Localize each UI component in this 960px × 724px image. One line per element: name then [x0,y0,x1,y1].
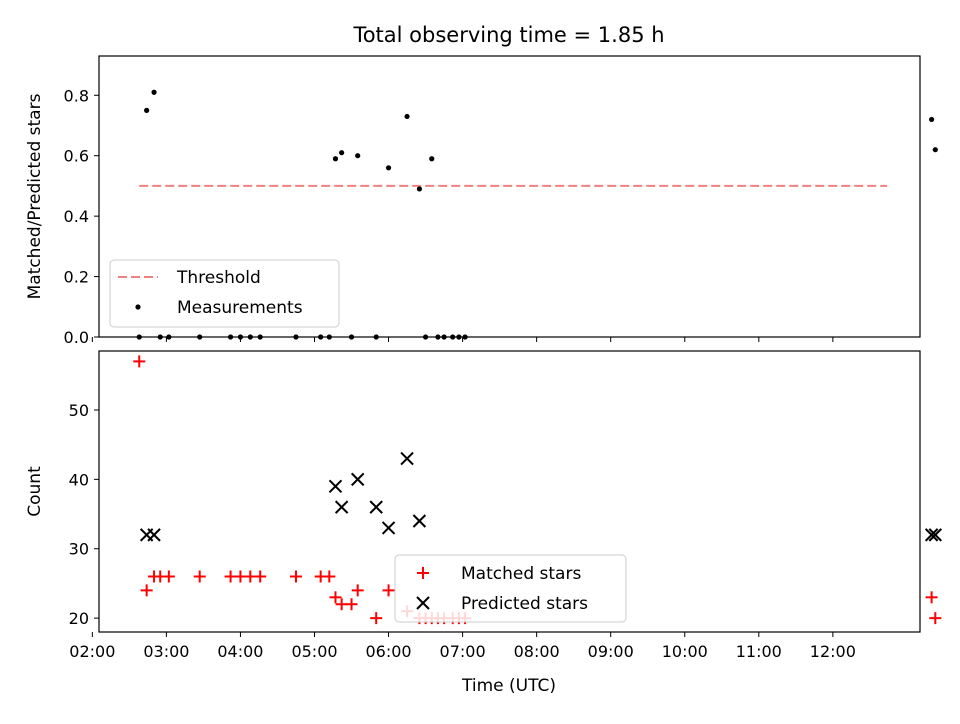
matched-star-point [925,591,938,604]
predicted-star-point [350,472,365,487]
y-tick-label: 20 [69,609,89,628]
legend: Matched stars Predicted stars [394,554,627,623]
predicted-star-point [928,528,943,542]
matched-star-point [345,598,358,611]
measurement-point [385,165,392,171]
predicted-star-point [328,479,343,494]
matched-star-point [329,591,342,604]
matched-star-point [254,570,267,583]
measurement-point [355,153,361,159]
count-panel: 02:00 03:00 04:00 05:00 06:00 07:00 08:00 09:00… [25,350,943,661]
x-tick-label: 09:00 [588,642,634,661]
x-tick-label: 05:00 [291,642,337,661]
y-axis-label: Matched/Predicted stars [25,93,45,299]
legend-box [109,259,340,328]
predicted-star-point [334,500,349,514]
legend-measurement-swatch [135,304,141,310]
legend-matched-swatch [417,567,429,579]
x-tick-label: 12:00 [810,642,856,661]
measurement-point [332,156,339,162]
legend-predicted-swatch [416,596,430,610]
matched-star-point [323,570,336,583]
measurement-point [339,150,345,156]
x-tick-label: 08:00 [514,642,560,661]
y-tick-label: 0.8 [64,86,89,105]
matched-star-point [162,570,175,583]
x-tick-label: 03:00 [143,642,189,661]
x-axis-label: Time (UTC) [461,676,556,696]
legend: Threshold Measurements [109,259,340,328]
predicted-star-point [924,528,939,542]
y-tick-label: 0.4 [64,207,89,226]
measurement-point [929,116,935,123]
y-axis-label: Count [25,466,45,517]
y-tick-label: 40 [69,470,89,489]
plot-frame [98,55,921,338]
matched-star-point [370,612,383,625]
chart-title: Total observing time = 1.85 h [352,23,664,47]
matched-star-point [193,570,206,583]
legend-predicted-label: Predicted stars [461,594,588,614]
measurement-point [144,107,150,113]
predicted-star-point [400,451,414,466]
measurement-point [404,113,410,120]
legend-measurement-label: Measurements [177,298,303,318]
predicted-star-point [412,514,427,528]
legend-threshold-label: Threshold [176,268,261,288]
x-tick-label: 02:00 [69,642,115,661]
y-tick-label: 0.2 [64,268,89,287]
y-tick-label: 0.0 [64,328,89,347]
legend-matched-label: Matched stars [461,564,581,584]
matched-star-point [140,584,153,597]
measurement-point [429,156,435,162]
y-tick-label: 0.6 [64,147,89,166]
y-tick-label: 30 [69,540,89,559]
matched-star-point [133,355,146,368]
measurement-point [416,186,423,192]
matched-star-point [351,584,364,597]
x-tick-label: 07:00 [440,642,486,661]
ratio-panel: 0.0 0.2 0.4 0.6 0.8 Matched/Predicted stars Th… [25,55,938,347]
predicted-star-point [369,500,383,514]
matched-star-point [382,584,395,597]
x-tick-label: 04:00 [217,642,263,661]
plot-frame [98,350,921,633]
matched-star-point [929,612,942,625]
predicted-star-point [147,528,161,542]
measurement-point [932,147,938,153]
x-tick-label: 10:00 [662,642,708,661]
measurement-point [151,89,157,95]
x-tick-label: 06:00 [365,642,411,661]
x-tick-label: 11:00 [736,642,782,661]
predicted-star-point [381,521,396,535]
legend-box [394,554,627,623]
y-tick-label: 50 [69,401,89,420]
matched-star-point [289,570,302,583]
